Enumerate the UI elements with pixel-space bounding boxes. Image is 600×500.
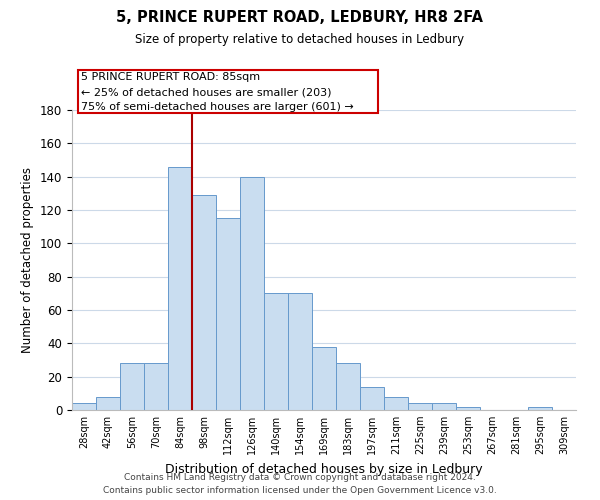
X-axis label: Distribution of detached houses by size in Ledbury: Distribution of detached houses by size … xyxy=(165,462,483,475)
Bar xyxy=(120,364,144,410)
Bar xyxy=(168,166,192,410)
Bar xyxy=(240,176,264,410)
Text: Contains HM Land Registry data © Crown copyright and database right 2024.
Contai: Contains HM Land Registry data © Crown c… xyxy=(103,474,497,495)
Bar xyxy=(144,364,168,410)
Bar xyxy=(264,294,288,410)
Bar xyxy=(528,406,552,410)
Text: 5, PRINCE RUPERT ROAD, LEDBURY, HR8 2FA: 5, PRINCE RUPERT ROAD, LEDBURY, HR8 2FA xyxy=(116,10,484,25)
Text: 5 PRINCE RUPERT ROAD: 85sqm
← 25% of detached houses are smaller (203)
75% of se: 5 PRINCE RUPERT ROAD: 85sqm ← 25% of det… xyxy=(81,72,354,112)
Bar xyxy=(360,386,384,410)
Bar xyxy=(408,404,432,410)
Bar xyxy=(192,195,216,410)
Bar xyxy=(288,294,312,410)
Bar xyxy=(312,346,336,410)
Bar xyxy=(384,396,408,410)
Bar xyxy=(72,404,96,410)
Bar xyxy=(456,406,480,410)
Y-axis label: Number of detached properties: Number of detached properties xyxy=(22,167,34,353)
Bar xyxy=(96,396,120,410)
Text: Size of property relative to detached houses in Ledbury: Size of property relative to detached ho… xyxy=(136,32,464,46)
Bar xyxy=(336,364,360,410)
Bar xyxy=(432,404,456,410)
Bar xyxy=(216,218,240,410)
